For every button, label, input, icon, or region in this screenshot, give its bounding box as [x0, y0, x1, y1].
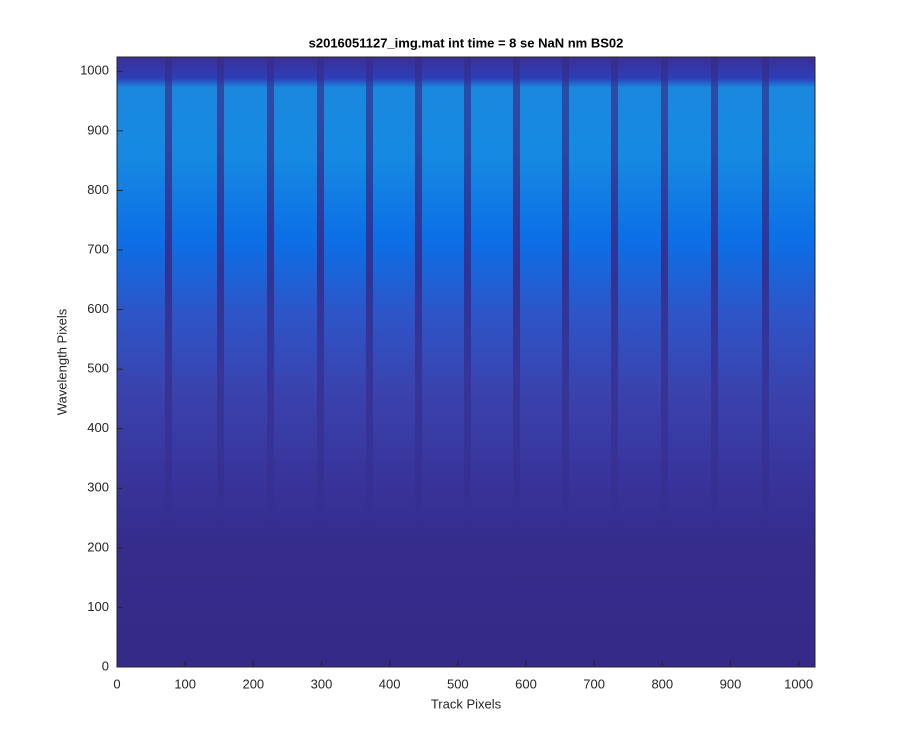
chart-title: s2016051127_img.mat int time = 8 se NaN …: [309, 35, 624, 50]
x-tick-label: 900: [720, 676, 742, 691]
x-tick-label: 0: [113, 676, 120, 691]
track-gap: [711, 57, 718, 667]
y-tick-label: 200: [87, 539, 109, 554]
y-axis-label: Wavelength Pixels: [54, 308, 69, 415]
track-gap: [464, 57, 471, 667]
track-gap: [513, 57, 520, 667]
y-tick-label: 0: [102, 658, 109, 673]
y-tick-label: 1000: [80, 63, 109, 78]
track-gap: [562, 57, 569, 667]
x-tick-label: 700: [583, 676, 605, 691]
x-axis-label: Track Pixels: [431, 696, 502, 711]
track-gap: [165, 57, 172, 667]
track-gap: [267, 57, 274, 667]
track-gap: [611, 57, 618, 667]
x-tick-label: 500: [447, 676, 469, 691]
x-tick-label: 1000: [784, 676, 813, 691]
x-tick-label: 600: [515, 676, 537, 691]
x-tick-label: 200: [242, 676, 264, 691]
x-tick-label: 400: [379, 676, 401, 691]
y-tick-label: 800: [87, 182, 109, 197]
y-tick-label: 400: [87, 420, 109, 435]
x-tick-label: 100: [174, 676, 196, 691]
x-tick-label: 300: [311, 676, 333, 691]
axes-box: [116, 56, 816, 668]
y-tick-label: 100: [87, 599, 109, 614]
track-gap: [762, 57, 769, 667]
y-tick-label: 300: [87, 480, 109, 495]
track-gap: [317, 57, 324, 667]
track-gaps: [165, 57, 769, 667]
track-gap: [415, 57, 422, 667]
y-tick-label: 500: [87, 361, 109, 376]
y-tick-label: 900: [87, 122, 109, 137]
y-tick-label: 700: [87, 241, 109, 256]
y-tick-label: 600: [87, 301, 109, 316]
track-gap: [661, 57, 668, 667]
x-tick-label: 800: [651, 676, 673, 691]
track-gap: [217, 57, 224, 667]
track-gap: [366, 57, 373, 667]
